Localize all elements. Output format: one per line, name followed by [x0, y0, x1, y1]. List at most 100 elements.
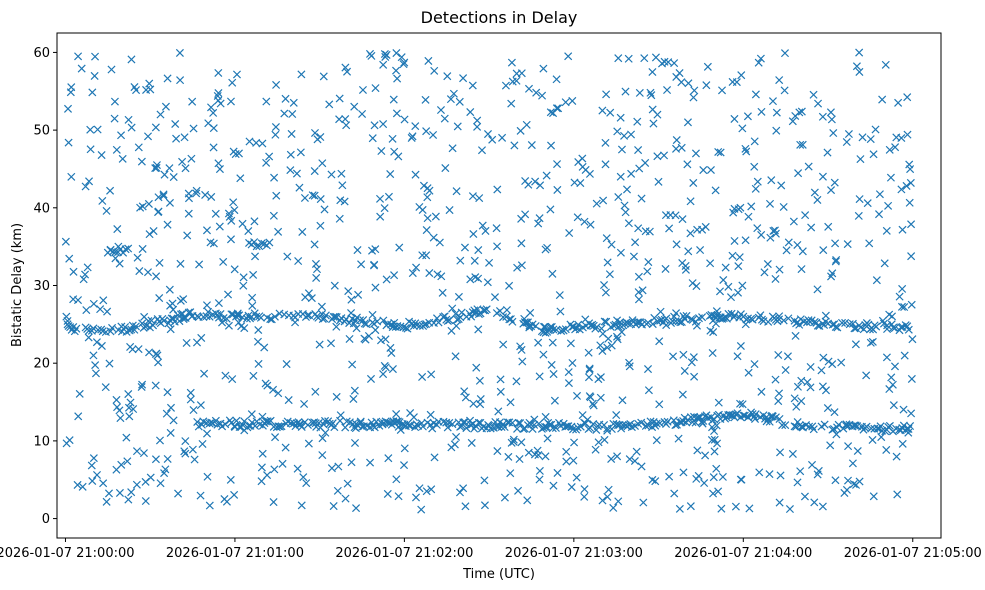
data-point: [844, 130, 853, 139]
data-point: [248, 293, 257, 302]
data-point: [600, 281, 609, 290]
data-point: [508, 418, 517, 427]
data-point: [107, 65, 116, 74]
data-point: [877, 433, 886, 442]
data-point: [316, 195, 325, 204]
data-point: [483, 278, 492, 287]
x-tick-label: 2026-01-07 21:02:00: [335, 546, 473, 561]
data-point: [905, 198, 914, 207]
data-point: [756, 54, 765, 63]
data-point: [573, 213, 582, 222]
data-point: [775, 389, 784, 398]
data-point: [73, 480, 82, 489]
data-point: [699, 166, 708, 175]
data-point: [801, 211, 810, 220]
data-point: [750, 360, 759, 369]
data-point: [325, 100, 334, 109]
data-point: [613, 452, 622, 461]
data-point: [757, 230, 766, 239]
data-point: [310, 167, 319, 176]
data-point: [520, 318, 529, 327]
data-point: [159, 316, 168, 325]
data-point: [207, 192, 216, 201]
data-point: [294, 256, 303, 266]
data-point: [898, 439, 907, 448]
data-point: [682, 311, 691, 320]
data-point: [585, 364, 594, 373]
data-point: [708, 423, 717, 432]
data-point: [738, 124, 747, 133]
data-point: [797, 265, 806, 274]
data-point: [231, 150, 240, 159]
data-point: [139, 449, 148, 458]
data-point: [633, 318, 642, 327]
data-point: [258, 449, 267, 458]
data-point: [809, 90, 818, 99]
data-point: [907, 220, 916, 229]
data-point: [143, 268, 153, 277]
data-point: [824, 222, 833, 231]
data-point: [165, 285, 174, 294]
data-point: [707, 310, 716, 319]
data-point: [709, 489, 718, 498]
data-point: [543, 434, 552, 443]
data-point: [868, 435, 877, 444]
data-point: [485, 258, 494, 267]
data-point: [430, 453, 439, 462]
data-point: [350, 102, 359, 111]
data-point: [679, 468, 688, 477]
data-point: [274, 389, 283, 398]
data-point: [778, 421, 787, 430]
data-point: [186, 388, 195, 397]
data-point: [298, 227, 307, 236]
data-point: [848, 319, 857, 328]
data-point: [601, 288, 610, 297]
data-point: [266, 416, 275, 425]
data-point: [643, 267, 652, 276]
data-point: [293, 464, 302, 473]
data-point: [853, 446, 862, 456]
data-point: [826, 108, 835, 117]
data-point: [337, 169, 346, 178]
data-point: [262, 158, 271, 167]
data-point: [427, 370, 436, 379]
data-point: [662, 321, 671, 330]
data-point: [272, 191, 281, 200]
data-point: [531, 177, 540, 186]
data-point: [539, 322, 548, 331]
data-point: [382, 275, 391, 284]
data-point: [907, 409, 916, 418]
data-point: [289, 98, 298, 107]
data-point: [788, 117, 797, 126]
data-point: [568, 358, 577, 367]
data-point: [907, 252, 916, 261]
data-point: [714, 147, 723, 156]
data-point: [446, 95, 455, 104]
data-point: [380, 361, 389, 370]
data-point: [297, 70, 306, 79]
data-point: [635, 164, 644, 173]
data-point: [467, 438, 476, 447]
data-point: [460, 418, 469, 427]
data-point: [756, 311, 765, 320]
data-point: [152, 163, 161, 172]
data-point: [512, 377, 521, 386]
data-point: [162, 409, 171, 418]
data-point: [819, 246, 828, 255]
data-point: [143, 132, 153, 141]
data-point: [663, 86, 672, 95]
data-point: [135, 267, 144, 276]
data-point: [477, 146, 487, 155]
data-point: [903, 130, 912, 139]
data-point: [357, 260, 366, 269]
data-point: [494, 407, 503, 416]
data-point: [468, 192, 477, 201]
data-point: [849, 480, 858, 489]
data-point: [226, 97, 235, 106]
data-point: [885, 145, 894, 154]
data-point: [112, 395, 121, 404]
data-point: [894, 98, 903, 107]
data-point: [653, 110, 662, 119]
data-point: [505, 418, 514, 427]
